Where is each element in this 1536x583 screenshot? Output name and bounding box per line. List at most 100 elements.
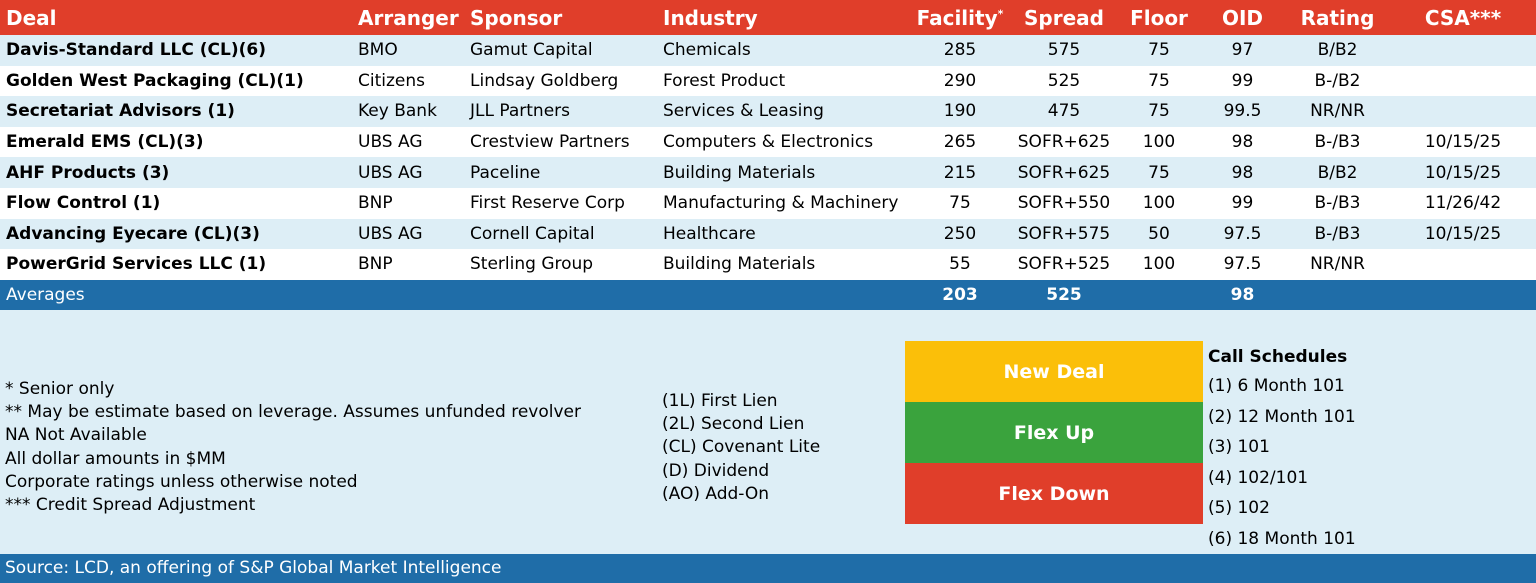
call-schedules: Call Schedules (1) 6 Month 101 (2) 12 Mo… bbox=[1208, 344, 1356, 554]
header-facility-mark: * bbox=[997, 6, 1004, 20]
floor-cell: 100 bbox=[1142, 132, 1176, 153]
table-row: Emerald EMS (CL)(3) UBS AG Crestview Partn… bbox=[0, 126, 1536, 158]
footnote: Corporate ratings unless otherwise noted bbox=[5, 471, 358, 492]
footnote: NA Not Available bbox=[5, 425, 147, 446]
csa-cell: 10/15/25 bbox=[1424, 223, 1502, 244]
footnotes: * Senior only ** May be estimate based o… bbox=[5, 378, 581, 517]
footnote: ** May be estimate based on leverage. As… bbox=[5, 402, 581, 423]
rating-cell: B/B2 bbox=[1317, 40, 1358, 61]
table-row: Flow Control (1) BNP First Reserve Corp Man… bbox=[0, 187, 1536, 219]
sponsor-cell: JLL Partners bbox=[470, 101, 570, 122]
averages-spread: 525 bbox=[1046, 284, 1082, 305]
averages-label: Averages bbox=[6, 284, 85, 305]
sponsor-cell: Lindsay Goldberg bbox=[470, 70, 619, 91]
arranger-cell: BNP bbox=[358, 193, 393, 214]
deal-cell: PowerGrid Services LLC (1) bbox=[6, 254, 267, 275]
sponsor-cell: Paceline bbox=[470, 162, 541, 183]
floor-cell: 75 bbox=[1148, 40, 1170, 61]
table-row: AHF Products (3) UBS AG Paceline Building M… bbox=[0, 157, 1536, 188]
sponsor-cell: Cornell Capital bbox=[470, 223, 595, 244]
arranger-cell: BNP bbox=[358, 254, 393, 275]
industry-cell: Healthcare bbox=[663, 223, 756, 244]
deal-cell: Davis-Standard LLC (CL)(6) bbox=[6, 40, 266, 61]
csa-cell bbox=[1390, 35, 1536, 66]
arranger-cell: BMO bbox=[358, 40, 398, 61]
floor-cell: 100 bbox=[1142, 254, 1176, 275]
deal-cell: Emerald EMS (CL)(3) bbox=[6, 132, 204, 153]
floor-cell: 100 bbox=[1142, 193, 1176, 214]
averages-row: Averages 203 525 98 bbox=[0, 279, 1536, 310]
header-facility: Facility* bbox=[910, 0, 1010, 35]
oid-cell: 99 bbox=[1231, 193, 1254, 214]
floor-cell: 75 bbox=[1148, 70, 1170, 91]
facility-cell: 290 bbox=[943, 70, 977, 91]
facility-cell: 265 bbox=[943, 132, 977, 153]
arranger-cell: Citizens bbox=[358, 70, 425, 91]
deal-cell: Golden West Packaging (CL)(1) bbox=[6, 70, 304, 91]
deal-cell: AHF Products (3) bbox=[6, 162, 170, 183]
footnote: *** Credit Spread Adjustment bbox=[5, 495, 256, 516]
sponsor-cell: Gamut Capital bbox=[470, 40, 593, 61]
header-sponsor: Sponsor bbox=[470, 5, 563, 30]
industry-cell: Forest Product bbox=[663, 70, 786, 91]
floor-cell: 75 bbox=[1148, 162, 1170, 183]
legend-flex-down: Flex Down bbox=[905, 463, 1203, 524]
header-industry: Industry bbox=[663, 5, 758, 30]
csa-cell: 10/15/25 bbox=[1424, 162, 1502, 183]
oid-cell: 99.5 bbox=[1223, 101, 1262, 122]
industry-cell: Chemicals bbox=[663, 40, 751, 61]
rating-cell: NR/NR bbox=[1310, 254, 1365, 275]
spread-cell: 475 bbox=[1047, 101, 1081, 122]
averages-oid: 98 bbox=[1230, 284, 1255, 305]
rating-cell: B-/B3 bbox=[1314, 132, 1361, 153]
floor-cell: 50 bbox=[1148, 223, 1170, 244]
table-row: PowerGrid Services LLC (1) BNP Sterling Gr… bbox=[0, 249, 1536, 280]
industry-cell: Computers & Electronics bbox=[663, 132, 874, 153]
header-spread: Spread bbox=[1024, 5, 1104, 30]
color-legend: New Deal Flex Up Flex Down bbox=[905, 341, 1203, 524]
sponsor-cell: Sterling Group bbox=[470, 254, 594, 275]
arranger-cell: UBS AG bbox=[358, 223, 423, 244]
spread-cell: SOFR+625 bbox=[1017, 132, 1111, 153]
csa-cell: 10/15/25 bbox=[1424, 132, 1502, 153]
oid-cell: 99 bbox=[1231, 70, 1254, 91]
table-row: Advancing Eyecare (CL)(3) UBS AG Cornell C… bbox=[0, 218, 1536, 250]
sponsor-cell: Crestview Partners bbox=[470, 132, 630, 153]
header-oid: OID bbox=[1221, 5, 1264, 30]
rating-cell: B-/B3 bbox=[1314, 223, 1361, 244]
deals-table: Deal Arranger Sponsor Industry Facility*… bbox=[0, 0, 1536, 310]
oid-cell: 97 bbox=[1231, 40, 1254, 61]
facility-cell: 75 bbox=[949, 193, 971, 214]
facility-cell: 215 bbox=[943, 162, 977, 183]
call-schedules-title: Call Schedules bbox=[1208, 347, 1348, 367]
call-schedule-item: (3) 101 bbox=[1208, 437, 1270, 457]
call-schedule-item: (6) 18 Month 101 bbox=[1208, 528, 1356, 549]
arranger-cell: Key Bank bbox=[358, 101, 437, 122]
industry-cell: Building Materials bbox=[663, 254, 816, 275]
oid-cell: 98 bbox=[1231, 132, 1254, 153]
abbreviation: (CL) Covenant Lite bbox=[662, 437, 821, 458]
deal-cell: Advancing Eyecare (CL)(3) bbox=[6, 223, 260, 244]
arranger-cell: UBS AG bbox=[358, 132, 423, 153]
call-schedule-item: (2) 12 Month 101 bbox=[1208, 406, 1356, 427]
industry-cell: Building Materials bbox=[663, 162, 816, 183]
table-row: Golden West Packaging (CL)(1) Citizens Lin… bbox=[0, 65, 1536, 97]
facility-cell: 190 bbox=[943, 101, 977, 122]
source-footer: Source: LCD, an offering of S&P Global M… bbox=[0, 554, 1536, 583]
header-facility-label: Facility bbox=[916, 5, 998, 30]
header-deal: Deal bbox=[6, 5, 57, 30]
spread-cell: SOFR+575 bbox=[1017, 223, 1111, 244]
footnote: * Senior only bbox=[5, 379, 115, 399]
csa-cell bbox=[1390, 96, 1536, 127]
facility-cell: 250 bbox=[943, 223, 977, 244]
abbreviation: (1L) First Lien bbox=[662, 391, 778, 411]
oid-cell: 98 bbox=[1231, 162, 1254, 183]
facility-cell: 55 bbox=[949, 254, 971, 275]
call-schedule-item: (1) 6 Month 101 bbox=[1208, 376, 1345, 396]
call-schedule-item: (5) 102 bbox=[1208, 498, 1270, 518]
spread-cell: 575 bbox=[1047, 40, 1081, 61]
deal-cell: Flow Control (1) bbox=[6, 193, 161, 214]
csa-cell bbox=[1390, 66, 1536, 97]
table-header-row: Deal Arranger Sponsor Industry Facility*… bbox=[0, 0, 1536, 35]
oid-cell: 97.5 bbox=[1223, 223, 1262, 244]
